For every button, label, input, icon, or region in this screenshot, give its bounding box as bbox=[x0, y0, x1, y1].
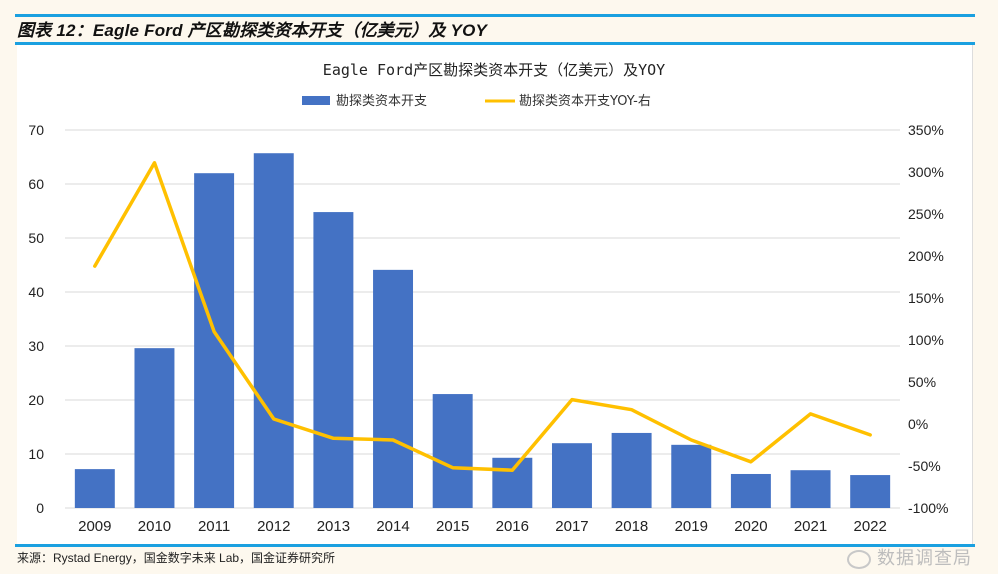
watermark: 数据调查局 bbox=[847, 548, 972, 570]
right-tick-label: -100% bbox=[908, 500, 948, 516]
line-series bbox=[93, 161, 872, 472]
yoy-line bbox=[93, 161, 872, 472]
x-tick-label: 2009 bbox=[78, 518, 111, 535]
bar bbox=[432, 394, 473, 508]
x-tick-label: 2013 bbox=[317, 518, 350, 535]
left-tick-label: 30 bbox=[28, 338, 44, 354]
bar bbox=[790, 470, 831, 508]
x-tick-label: 2010 bbox=[138, 518, 171, 535]
bar bbox=[671, 444, 712, 508]
x-axis: 2009 2010 2011 2012 2013 2014 2015 2016 2017 2018… bbox=[78, 518, 887, 535]
left-tick-label: 60 bbox=[28, 176, 44, 192]
left-tick-label: 10 bbox=[28, 446, 44, 462]
chart-panel: Eagle Ford产区勘探类资本开支（亿美元）及YOY 勘探类资本开支 勘探类… bbox=[17, 45, 973, 544]
bar bbox=[313, 212, 354, 508]
bar bbox=[74, 469, 115, 508]
left-tick-label: 50 bbox=[28, 230, 44, 246]
legend-bar-label: 勘探类资本开支 bbox=[336, 94, 427, 109]
bar bbox=[253, 153, 294, 508]
legend: 勘探类资本开支 勘探类资本开支YOY-右 bbox=[302, 94, 651, 109]
x-tick-label: 2015 bbox=[436, 518, 469, 535]
bar bbox=[194, 173, 235, 508]
chart: Eagle Ford产区勘探类资本开支（亿美元）及YOY 勘探类资本开支 勘探类… bbox=[28, 61, 948, 535]
bar bbox=[492, 457, 533, 508]
x-tick-label: 2011 bbox=[198, 518, 230, 535]
right-tick-label: 200% bbox=[908, 248, 944, 264]
right-tick-label: 300% bbox=[908, 164, 944, 180]
right-tick-label: 150% bbox=[908, 290, 944, 306]
watermark-text: 数据调查局 bbox=[877, 548, 972, 569]
left-tick-label: 70 bbox=[28, 122, 44, 138]
gridlines bbox=[65, 129, 900, 509]
x-tick-label: 2018 bbox=[615, 518, 648, 535]
title-underline-rule bbox=[15, 42, 975, 45]
bar-series bbox=[74, 153, 891, 508]
left-tick-label: 20 bbox=[28, 392, 44, 408]
wechat-icon bbox=[847, 549, 871, 569]
chart-title: Eagle Ford产区勘探类资本开支（亿美元）及YOY bbox=[323, 61, 665, 79]
x-tick-label: 2016 bbox=[496, 518, 529, 535]
legend-line-label: 勘探类资本开支YOY-右 bbox=[519, 94, 651, 109]
bar bbox=[551, 443, 592, 508]
figure-title: 图表 12：Eagle Ford 产区勘探类资本开支（亿美元）及 YOY bbox=[17, 21, 488, 40]
x-tick-label: 2017 bbox=[555, 518, 588, 535]
x-tick-label: 2022 bbox=[853, 518, 886, 535]
right-tick-label: -50% bbox=[908, 458, 941, 474]
right-tick-label: 50% bbox=[908, 374, 936, 390]
x-tick-label: 2019 bbox=[675, 518, 708, 535]
right-tick-label: 250% bbox=[908, 206, 944, 222]
bottom-rule bbox=[15, 544, 975, 547]
left-axis: 0 10 20 30 40 50 60 70 bbox=[28, 122, 44, 516]
bar bbox=[373, 269, 414, 508]
bar bbox=[611, 432, 652, 508]
right-tick-label: 100% bbox=[908, 332, 944, 348]
x-tick-label: 2021 bbox=[794, 518, 827, 535]
left-tick-label: 0 bbox=[36, 500, 44, 516]
x-tick-label: 2012 bbox=[257, 518, 290, 535]
bar bbox=[134, 348, 175, 508]
bar bbox=[850, 475, 891, 508]
bar bbox=[730, 473, 771, 508]
left-tick-label: 40 bbox=[28, 284, 44, 300]
right-axis: -100% -50% 0% 50% 100% 150% 200% 250% 300% 350% bbox=[908, 122, 948, 516]
top-rule bbox=[15, 14, 975, 17]
x-tick-label: 2014 bbox=[376, 518, 409, 535]
legend-bar-swatch bbox=[302, 96, 330, 105]
right-tick-label: 0% bbox=[908, 416, 928, 432]
source-note: 来源：Rystad Energy，国金数字未来 Lab，国金证券研究所 bbox=[17, 551, 336, 565]
right-tick-label: 350% bbox=[908, 122, 944, 138]
x-tick-label: 2020 bbox=[734, 518, 767, 535]
